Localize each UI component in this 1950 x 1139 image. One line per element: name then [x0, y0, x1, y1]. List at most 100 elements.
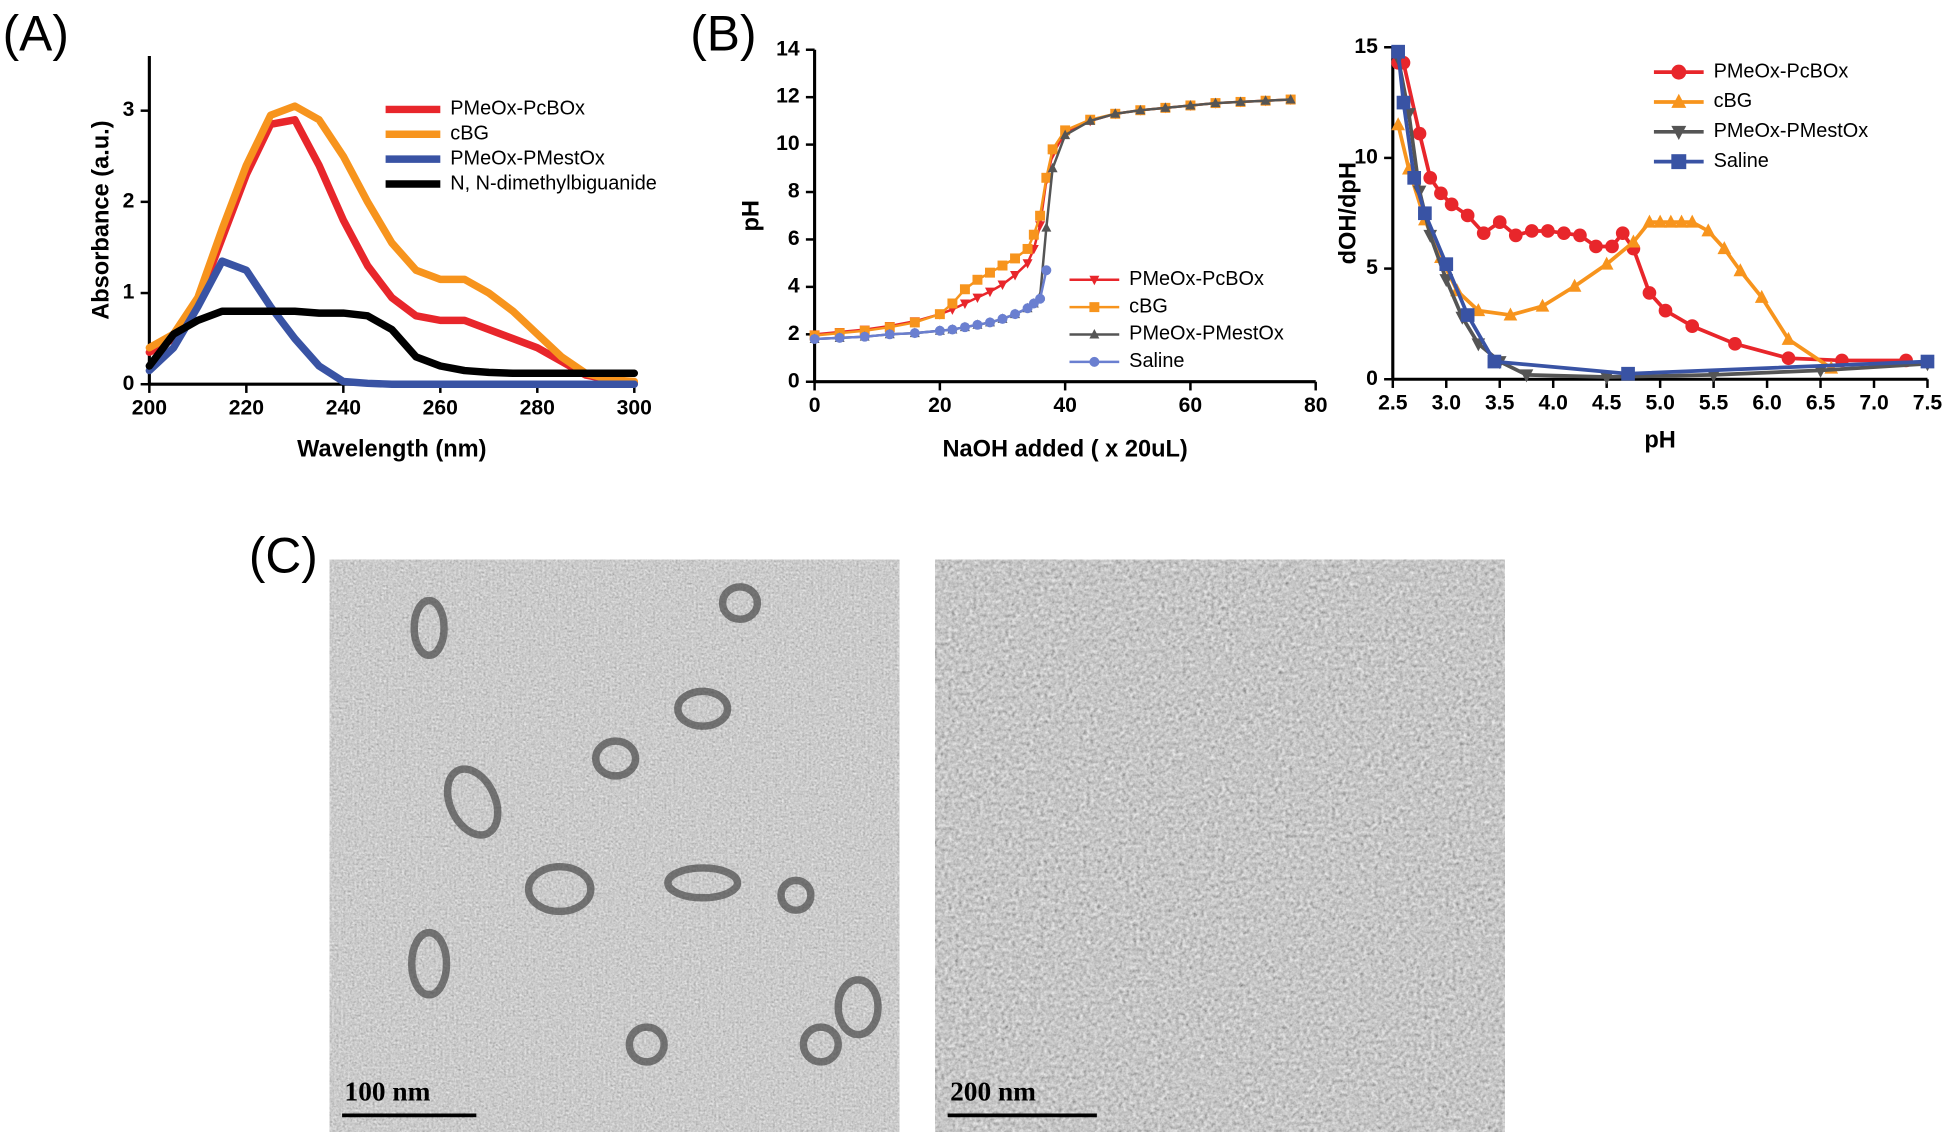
- marker: [947, 298, 958, 309]
- x-tick-label: 6.5: [1806, 392, 1836, 415]
- marker: [985, 317, 995, 328]
- marker: [1391, 44, 1405, 59]
- tem-shapes: [407, 583, 882, 1066]
- marker: [934, 325, 945, 336]
- legend-label: PMeOx-PMestOx: [1714, 120, 1869, 142]
- legend-label: PMeOx-PMestOx: [1129, 323, 1284, 345]
- marker: [1605, 239, 1619, 254]
- marker: [1060, 129, 1071, 140]
- marker: [1733, 263, 1748, 277]
- series-line: [145, 257, 639, 388]
- marker: [1418, 206, 1432, 221]
- marker: [1567, 278, 1582, 292]
- legend-marker: [1089, 275, 1100, 286]
- marker: [1626, 234, 1641, 248]
- x-tick-label: 40: [1053, 394, 1077, 417]
- marker: [985, 287, 995, 298]
- marker: [1412, 126, 1427, 141]
- marker: [1519, 369, 1534, 383]
- marker: [859, 325, 870, 336]
- legend-label: PMeOx-PcBOx: [1714, 60, 1849, 82]
- marker: [1599, 371, 1614, 385]
- panel-label: (C): [249, 528, 318, 584]
- marker: [1508, 228, 1523, 243]
- marker: [909, 317, 920, 328]
- x-tick-label: 280: [520, 397, 555, 420]
- marker: [1434, 186, 1448, 201]
- marker: [1439, 274, 1454, 288]
- y-axis-label: pH: [739, 200, 765, 231]
- marker: [1460, 308, 1475, 322]
- y-tick-label: 14: [776, 37, 800, 60]
- y-axis-label: Absorbance (a.u.): [88, 120, 114, 319]
- legend-label: PMeOx-PMestOx: [450, 147, 605, 169]
- x-axis-label: NaOH added ( x 20uL): [942, 436, 1187, 462]
- marker: [1022, 259, 1033, 269]
- marker: [1658, 303, 1673, 318]
- x-tick-label: 260: [423, 397, 458, 420]
- panel-label: (A): [3, 5, 69, 61]
- marker: [1701, 223, 1716, 237]
- marker: [1781, 351, 1796, 366]
- x-tick-label: 2.5: [1378, 392, 1408, 415]
- scale-bar-label: 100 nm: [345, 1077, 431, 1107]
- marker: [1503, 307, 1518, 321]
- marker: [972, 274, 983, 285]
- series-line: [813, 98, 1292, 337]
- x-tick-label: 20: [928, 394, 952, 417]
- marker: [1010, 271, 1021, 281]
- marker: [1085, 115, 1096, 125]
- marker: [809, 334, 820, 345]
- y-tick-label: 15: [1354, 35, 1378, 58]
- marker: [1685, 319, 1700, 333]
- y-tick-label: 4: [788, 274, 800, 297]
- series-line: [1396, 49, 1930, 376]
- series-line: [813, 98, 1292, 336]
- x-tick-label: 5.0: [1645, 392, 1674, 415]
- marker: [1653, 214, 1667, 228]
- marker: [1135, 104, 1146, 115]
- legend-marker: [1089, 356, 1100, 367]
- scale-bar-label: 200 nm: [950, 1077, 1036, 1107]
- marker: [1041, 172, 1052, 183]
- y-tick-label: 1: [123, 281, 135, 304]
- tem-image: [935, 559, 1505, 1132]
- marker: [1685, 214, 1700, 228]
- x-axis-label: pH: [1644, 428, 1675, 454]
- series-line: [813, 98, 1292, 341]
- marker: [1028, 229, 1039, 240]
- marker: [1439, 257, 1454, 271]
- x-tick-label: 240: [326, 397, 361, 420]
- marker: [1813, 364, 1828, 378]
- marker: [1557, 226, 1571, 241]
- marker: [1599, 256, 1614, 270]
- marker: [1674, 214, 1689, 228]
- marker: [972, 293, 983, 304]
- marker: [1642, 214, 1657, 228]
- marker: [997, 280, 1008, 290]
- marker: [1185, 99, 1196, 110]
- x-tick-label: 300: [617, 397, 652, 420]
- marker: [1589, 239, 1603, 254]
- x-tick-label: 60: [1179, 394, 1203, 417]
- y-tick-label: 2: [123, 189, 135, 212]
- y-tick-label: 0: [788, 369, 800, 392]
- marker: [1492, 215, 1507, 229]
- marker: [1022, 243, 1033, 254]
- marker: [1041, 265, 1052, 276]
- marker: [997, 313, 1008, 324]
- y-tick-label: 10: [776, 132, 800, 155]
- marker: [1717, 241, 1732, 255]
- legend-label: PMeOx-PcBOx: [1129, 268, 1264, 290]
- marker: [1235, 96, 1246, 106]
- marker: [959, 284, 970, 295]
- marker: [1920, 354, 1935, 369]
- marker: [1110, 108, 1121, 118]
- marker: [1260, 95, 1271, 105]
- marker: [997, 260, 1008, 271]
- x-tick-label: 0: [809, 394, 821, 417]
- marker: [1407, 170, 1422, 185]
- legend-label: PMeOx-PcBOx: [450, 98, 585, 120]
- marker: [1041, 222, 1052, 232]
